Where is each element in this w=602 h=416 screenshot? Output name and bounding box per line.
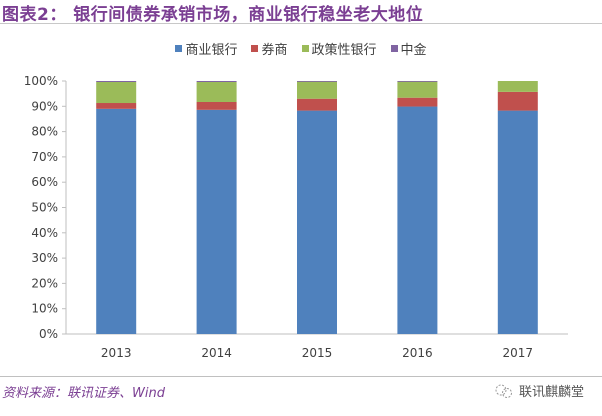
x-tick-label: 2014 bbox=[201, 346, 232, 360]
y-tick-label: 70% bbox=[31, 150, 58, 164]
bar-segment bbox=[397, 106, 438, 334]
bar-segment bbox=[297, 81, 337, 99]
legend: 商业银行 券商 政策性银行 中金 bbox=[0, 39, 602, 58]
y-tick-label: 50% bbox=[31, 201, 58, 215]
legend-swatch bbox=[175, 45, 183, 52]
x-tick-label: 2017 bbox=[503, 346, 534, 360]
legend-label: 政策性银行 bbox=[311, 43, 377, 58]
bar-segment bbox=[96, 81, 137, 83]
legend-label: 中金 bbox=[400, 43, 427, 58]
bar-segment bbox=[397, 81, 438, 98]
bar-segment bbox=[96, 82, 137, 104]
legend-item: 商业银行 bbox=[175, 39, 237, 58]
source-note: 资料来源：联讯证券、Wind bbox=[2, 386, 165, 401]
bar-segment bbox=[497, 81, 538, 92]
title-divider bbox=[0, 23, 602, 24]
legend-swatch bbox=[390, 45, 398, 52]
x-tick-label: 2013 bbox=[101, 346, 132, 360]
bar-segment bbox=[297, 98, 337, 111]
bar-segment bbox=[297, 81, 337, 82]
legend-item: 政策性银行 bbox=[301, 39, 377, 58]
y-tick-label: 30% bbox=[31, 251, 58, 265]
bar-segment bbox=[96, 103, 137, 109]
bar-segment bbox=[96, 108, 137, 334]
y-tick-label: 80% bbox=[31, 125, 58, 139]
bar-segment bbox=[497, 110, 538, 334]
bar-segment bbox=[196, 82, 237, 102]
brand: 联讯麒麟堂 bbox=[493, 381, 584, 400]
bar-segment bbox=[497, 91, 538, 111]
y-tick-label: 100% bbox=[24, 74, 58, 88]
footer-divider bbox=[0, 376, 602, 377]
y-tick-label: 60% bbox=[31, 175, 58, 189]
y-tick-label: 40% bbox=[31, 226, 58, 240]
bar-segment bbox=[397, 97, 438, 107]
bar-segment bbox=[196, 101, 237, 110]
legend-swatch bbox=[251, 45, 259, 52]
legend-swatch bbox=[301, 45, 309, 52]
x-tick-label: 2016 bbox=[402, 346, 433, 360]
legend-item: 券商 bbox=[251, 39, 288, 58]
y-tick-label: 20% bbox=[31, 276, 58, 290]
x-tick-label: 2015 bbox=[302, 346, 333, 360]
legend-label: 商业银行 bbox=[185, 43, 238, 58]
figure-title: 图表2： 银行间债券承销市场，商业银行稳坐老大地位 bbox=[2, 5, 424, 25]
y-tick-label: 0% bbox=[39, 327, 58, 341]
bar-segment bbox=[196, 109, 237, 334]
bar-segment bbox=[196, 81, 237, 83]
legend-item: 中金 bbox=[390, 39, 427, 58]
bar-segment bbox=[297, 110, 337, 334]
y-tick-label: 10% bbox=[31, 302, 58, 316]
bar-segment bbox=[397, 81, 438, 82]
brand-name: 联讯麒麟堂 bbox=[518, 385, 584, 400]
y-tick-label: 90% bbox=[31, 99, 58, 113]
wechat-icon bbox=[495, 384, 512, 398]
legend-label: 券商 bbox=[261, 43, 288, 58]
